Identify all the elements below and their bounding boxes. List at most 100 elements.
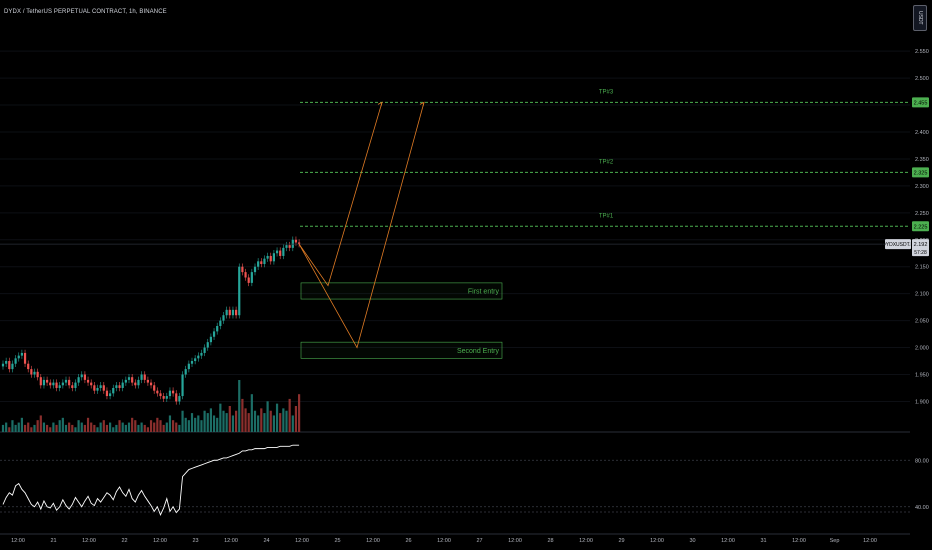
candle	[184, 369, 187, 375]
candle	[263, 258, 266, 265]
price-tick-label: 2.400	[915, 130, 929, 136]
time-tick-label: 12:00	[224, 538, 238, 544]
time-tick-label: 12:00	[295, 538, 309, 544]
price-tag	[912, 167, 929, 178]
price-tick-label: 2.100	[915, 292, 929, 298]
volume-bar	[5, 422, 8, 432]
time-tick-label: 12:00	[863, 538, 877, 544]
candle	[162, 396, 165, 399]
candle	[121, 382, 124, 388]
volume-bar	[197, 415, 200, 432]
volume-bar	[86, 417, 90, 432]
volume-bar	[140, 422, 143, 432]
time-tick-label: 12:00	[366, 538, 380, 544]
symbol-tag	[885, 239, 911, 250]
candle	[99, 385, 102, 388]
volume-bar	[137, 424, 140, 432]
candle	[279, 250, 282, 256]
time-tick-label: 12:00	[579, 538, 593, 544]
candle	[55, 382, 58, 388]
candle	[36, 371, 39, 378]
target-label: TP#1	[599, 213, 614, 219]
candle	[209, 336, 212, 343]
volume-bar	[228, 406, 231, 432]
candle	[83, 374, 86, 380]
volume-bar	[298, 394, 301, 432]
volume-bar	[124, 424, 127, 432]
time-tick-label: 21	[50, 538, 56, 544]
candle	[127, 377, 131, 380]
candle	[30, 369, 33, 375]
volume-bar	[8, 427, 11, 432]
volume-bar	[96, 427, 99, 432]
candle	[118, 385, 121, 388]
volume-bar	[206, 413, 209, 432]
candle	[96, 387, 99, 391]
volume-bar	[209, 408, 212, 432]
volume-bar	[112, 427, 115, 432]
volume-bar	[244, 408, 247, 432]
volume-bar	[14, 424, 17, 432]
volume-bar	[187, 420, 190, 432]
volume-bar	[121, 422, 124, 432]
volume-bar	[55, 424, 58, 432]
volume-bar	[162, 424, 165, 432]
volume-bar	[36, 420, 39, 432]
candle	[225, 309, 228, 316]
time-tick-label: 12:00	[153, 538, 167, 544]
candle	[165, 396, 168, 399]
volume-bar	[190, 413, 194, 432]
volume-bar	[77, 420, 80, 432]
volume-bar	[216, 417, 219, 432]
volume-bar	[288, 398, 291, 432]
volume-bar	[127, 422, 131, 432]
volume-bar	[257, 415, 260, 432]
countdown-label: 57:28	[914, 250, 927, 256]
volume-bar	[222, 410, 225, 432]
candle	[238, 266, 241, 316]
candle	[61, 382, 64, 386]
candle	[269, 255, 272, 262]
candle	[294, 239, 298, 243]
time-tick-label: 12:00	[721, 538, 735, 544]
candle	[228, 309, 231, 316]
candle	[93, 385, 96, 391]
volume-bar	[46, 424, 49, 432]
candle	[253, 266, 257, 273]
candle	[178, 396, 181, 402]
entry-zone-label: First entry	[468, 288, 500, 295]
volume-bar	[39, 415, 42, 432]
projection-arrow	[298, 102, 425, 349]
time-tick-label: 26	[405, 538, 411, 544]
candle	[187, 363, 190, 370]
symbol-tag-label: DYDXUSDT.P	[882, 242, 914, 248]
price-tick-label: 2.150	[915, 265, 929, 271]
symbol-header: DYDX / TetherUS PERPETUAL CONTRACT, 1h, …	[4, 9, 167, 15]
candle	[194, 358, 197, 362]
volume-bar	[1, 424, 5, 432]
currency-button[interactable]: USDT	[913, 5, 927, 31]
price-tick-label: 2.000	[915, 346, 929, 352]
candle	[137, 379, 140, 386]
candle	[42, 379, 46, 386]
candle	[172, 390, 175, 394]
volume-bar	[131, 417, 134, 432]
volume-bar	[178, 424, 181, 432]
volume-bar	[33, 424, 36, 432]
candle	[159, 393, 162, 397]
candle	[140, 374, 143, 380]
candle	[200, 352, 203, 356]
price-tick-label: 1.950	[915, 373, 929, 379]
price-tag-label: 2.325	[914, 170, 928, 176]
candle	[197, 355, 200, 359]
volume-bar	[294, 406, 298, 432]
volume-bar	[118, 420, 121, 432]
volume-bar	[266, 401, 269, 432]
time-tick-label: 12:00	[82, 538, 96, 544]
price-tick-label: 2.300	[915, 184, 929, 190]
volume-bar	[247, 413, 250, 432]
candle	[102, 385, 105, 391]
volume-bar	[159, 420, 162, 432]
